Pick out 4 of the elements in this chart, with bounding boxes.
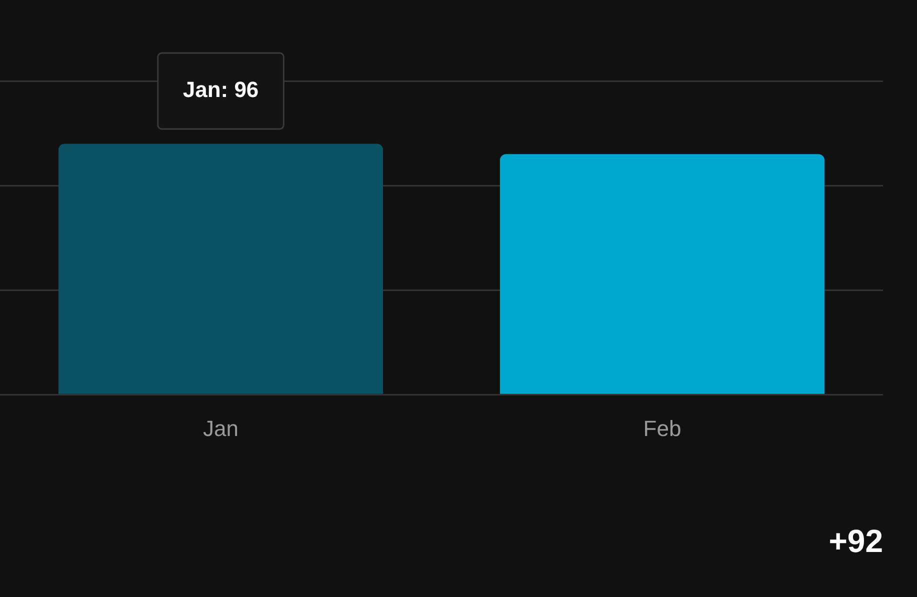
x-tick-label: Jan bbox=[203, 416, 238, 441]
x-tick-label: Feb bbox=[643, 416, 682, 441]
text: +92 bbox=[828, 522, 883, 559]
data-label: Jan: 96 bbox=[182, 77, 259, 102]
